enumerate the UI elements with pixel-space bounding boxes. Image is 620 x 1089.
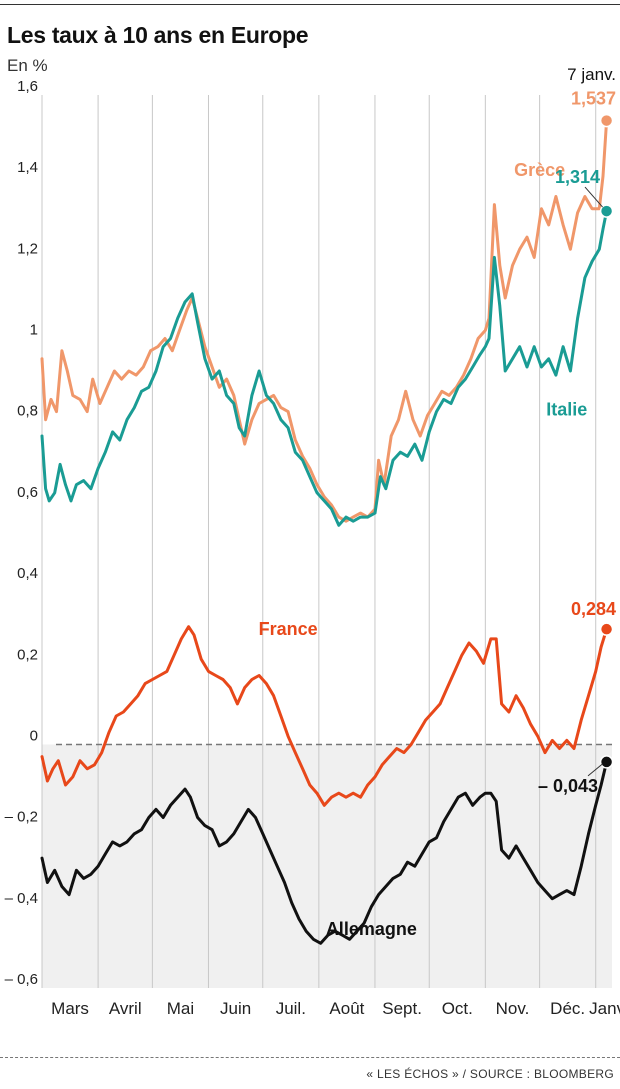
series-line-greece	[40, 119, 609, 523]
x-tick-label: Juil.	[276, 999, 306, 1018]
series-label-france: France	[259, 619, 318, 639]
x-tick-label: Déc.	[550, 999, 585, 1018]
end-label-france: 0,284	[571, 599, 616, 619]
y-tick-label: 0,8	[17, 403, 38, 420]
leader-line-italy	[584, 186, 603, 208]
series-label-greece: Grèce	[514, 160, 565, 180]
x-tick-label: Mars	[51, 999, 89, 1018]
end-label-germany: – 0,043	[538, 776, 598, 796]
series-label-italy: Italie	[546, 400, 587, 420]
series-line-italy	[40, 209, 609, 527]
y-tick-label: 1,2	[17, 240, 38, 257]
y-axis: 1,6 1,4 1,2 1 0,8 0,6 0,4 0,2 0 – 0,2 – 0,4 – 0,6	[5, 78, 38, 988]
series-label-germany: Allemagne	[326, 919, 417, 939]
end-marker-germany	[599, 755, 614, 769]
y-tick-label: 0	[30, 727, 38, 744]
y-tick-label: – 0,2	[5, 809, 38, 826]
x-tick-label: Oct.	[442, 999, 473, 1018]
bottom-rule	[0, 1057, 620, 1058]
source-credit: « LES ÉCHOS » / SOURCE : BLOOMBERG	[366, 1067, 614, 1081]
x-tick-label: Janv.	[589, 999, 620, 1018]
leader-line-germany	[587, 763, 603, 777]
date-label: 7 janv.	[567, 65, 616, 84]
y-tick-label: 1	[30, 322, 38, 339]
end-marker-italy	[599, 204, 614, 218]
end-label-italy: 1,314	[555, 167, 600, 187]
end-marker-france	[599, 622, 614, 636]
x-tick-label: Avril	[109, 999, 142, 1018]
x-axis: Mars Avril Mai Juin Juil. Août Sept. Oct. Nov. Dé…	[51, 999, 620, 1018]
top-rule	[0, 4, 620, 5]
y-tick-label: – 0,4	[5, 890, 38, 907]
x-tick-label: Juin	[220, 999, 251, 1018]
series-line-germany	[40, 760, 609, 945]
y-tick-label: 1,4	[17, 159, 38, 176]
y-tick-label: 1,6	[17, 78, 38, 95]
x-tick-label: Nov.	[496, 999, 530, 1018]
y-tick-label: 0,4	[17, 565, 38, 582]
y-tick-label: 0,6	[17, 484, 38, 501]
chart-title: Les taux à 10 ans en Europe	[7, 22, 309, 48]
end-label-greece: 1,537	[571, 89, 616, 109]
end-marker-greece	[599, 113, 614, 128]
y-tick-label: 0,2	[17, 646, 38, 663]
series-line-france	[40, 625, 609, 807]
x-tick-label: Août	[329, 999, 364, 1018]
y-tick-label: – 0,6	[5, 971, 38, 988]
unit-label: En %	[7, 56, 48, 75]
series-lines	[40, 119, 609, 945]
annotations: 7 janv. Grèce Italie France Allemagne 1,537 1,…	[259, 65, 616, 939]
negative-zone	[42, 744, 612, 988]
grid-lines	[41, 95, 597, 988]
x-tick-label: Mai	[167, 999, 194, 1018]
x-tick-label: Sept.	[382, 999, 422, 1018]
